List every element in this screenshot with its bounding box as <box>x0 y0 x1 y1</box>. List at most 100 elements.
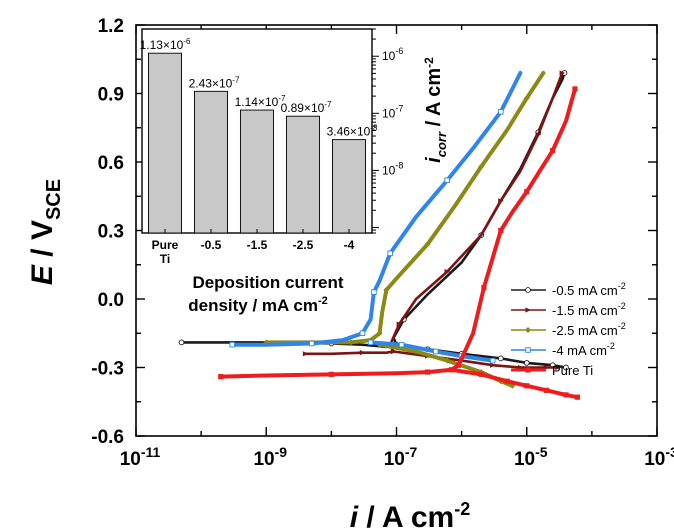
inset-category-label-1: -0.5 <box>201 238 222 252</box>
inset-value-mant: 0.89×10 <box>281 101 325 115</box>
inset-y-tick-base: 10 <box>382 49 396 63</box>
series-marker-8 <box>328 371 334 377</box>
legend-label-exp: -2 <box>618 281 626 291</box>
series-marker-4 <box>383 286 390 293</box>
inset-x-title-exp: -2 <box>318 295 328 307</box>
series-marker-6 <box>359 330 366 337</box>
inset-category-label-3: -2.5 <box>293 238 314 252</box>
series-marker-2 <box>535 132 542 138</box>
inset-category-label-2: -1.5 <box>247 238 268 252</box>
legend-label-6: -4 mA cm-2 <box>552 341 615 358</box>
legend-label-exp: -2 <box>618 301 626 311</box>
series-marker-9 <box>448 367 455 373</box>
series-marker-6 <box>371 289 377 295</box>
inset-value-mant: 1.13×10 <box>140 38 184 52</box>
inset-y-title-sub: corr <box>434 131 449 157</box>
series-marker-8 <box>572 86 578 92</box>
inset-y-tick-base: 10 <box>382 106 396 120</box>
series-marker-6 <box>387 250 393 257</box>
x-tick-label: 10-9 <box>253 444 287 470</box>
series-marker-9 <box>504 378 510 384</box>
y-tick-label: 0.9 <box>98 85 124 106</box>
x-tick-label-base: 10 <box>514 449 535 470</box>
series-marker-9 <box>574 394 581 400</box>
y-tick-label: 0.0 <box>98 290 124 311</box>
legend-marker-4 <box>525 327 531 333</box>
inset-value-exp: -7 <box>278 94 286 103</box>
x-tick-label-exp: -3 <box>665 444 674 460</box>
series-marker-2 <box>498 198 504 204</box>
legend-label-text: -1.5 mA cm <box>552 303 618 318</box>
legend-label-text: -2.5 mA cm <box>552 323 618 338</box>
y-axis-title-sub: SCE <box>43 179 65 220</box>
series-marker-4 <box>424 241 431 248</box>
legend-label-2: -1.5 mA cm-2 <box>552 301 626 318</box>
inset-value-exp: -7 <box>232 75 240 84</box>
series-marker-7 <box>432 348 439 355</box>
series-marker-6 <box>309 340 315 347</box>
y-tick-label: 0.3 <box>98 222 124 243</box>
inset-y-tick-exp: -6 <box>395 46 403 56</box>
series-marker-1 <box>523 360 530 366</box>
inset-value-exp: -8 <box>370 124 378 133</box>
y-axis-title-unit: / V <box>26 220 59 265</box>
inset-value-exp: -6 <box>183 37 191 46</box>
inset-value-mant: 1.14×10 <box>235 95 279 109</box>
inset-category-label-0: Pure <box>152 238 179 252</box>
series-marker-8 <box>218 374 224 380</box>
inset-y-axis-title: icorr / A cm-2 <box>422 57 449 163</box>
legend-marker-2 <box>525 307 531 313</box>
series-marker-7 <box>489 357 496 364</box>
inset-value-label-3: 0.89×10-7 <box>281 100 332 115</box>
inset-y-tick-label: 10-6 <box>382 46 403 63</box>
inset-y-tick-exp: -7 <box>395 103 403 113</box>
inset-value-label-1: 2.43×10-7 <box>189 75 240 90</box>
y-tick-label: -0.6 <box>91 427 124 448</box>
inset-x-title-line1: Deposition current <box>192 273 343 292</box>
inset-y-tick-label: 10-8 <box>382 160 403 177</box>
series-line-4 <box>264 70 546 345</box>
inset-value-mant: 2.43×10 <box>189 76 233 90</box>
y-axis-title: E / VSCE <box>26 179 65 285</box>
series-group <box>178 70 581 400</box>
series-marker-8 <box>498 227 504 234</box>
legend-marker-6 <box>525 347 531 353</box>
legend-label-0: -0.5 mA cm-2 <box>552 281 626 298</box>
x-tick-label-base: 10 <box>384 449 405 470</box>
series-marker-7 <box>367 339 374 346</box>
x-tick-label-base: 10 <box>644 449 665 470</box>
inset-y-title-exp: -2 <box>422 57 436 68</box>
inset-value-label-0: 1.13×10-6 <box>140 37 191 52</box>
series-marker-5 <box>413 348 420 355</box>
inset-x-title-line2: density / mA cm-2 <box>188 295 328 315</box>
x-axis-title-main: i <box>350 501 359 532</box>
inset-x-title-line2-text: density / mA cm <box>188 296 318 315</box>
series-marker-8 <box>524 189 530 195</box>
x-axis-title: i / A cm-2 <box>350 499 471 532</box>
inset-y-tick-exp: -8 <box>395 160 403 170</box>
y-tick-label: 1.2 <box>98 16 124 37</box>
inset-bar-3 <box>285 115 321 234</box>
inset-y-title-main: i <box>423 157 445 163</box>
legend-label-exp: -2 <box>618 321 626 331</box>
x-tick-label: 10-5 <box>514 444 548 470</box>
series-marker-2 <box>359 350 366 356</box>
inset-bar-4 <box>331 139 367 234</box>
x-axis-title-unit: / A cm <box>358 501 454 532</box>
series-marker-4 <box>478 163 485 170</box>
x-tick-label-base: 10 <box>120 449 141 470</box>
series-marker-6 <box>229 341 235 348</box>
inset-value-exp: -7 <box>324 100 332 109</box>
inset-value-label-2: 1.14×10-7 <box>235 94 286 109</box>
legend-marker-0 <box>525 287 531 293</box>
series-marker-2 <box>559 70 566 76</box>
x-tick-label: 10-3 <box>644 444 674 470</box>
y-axis-title-main: E <box>26 264 59 285</box>
inset-value-mant: 3.46×10 <box>327 125 371 139</box>
x-axis-title-exp: -2 <box>454 499 470 519</box>
legend-marker-8 <box>525 367 531 373</box>
series-marker-2 <box>444 269 451 275</box>
inset-bar-1 <box>193 90 229 234</box>
series-marker-4 <box>376 330 383 337</box>
